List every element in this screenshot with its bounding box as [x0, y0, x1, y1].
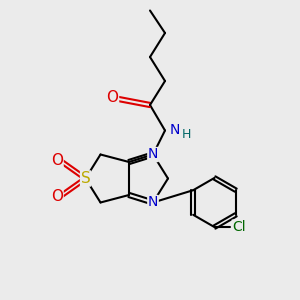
Text: O: O: [51, 189, 63, 204]
Text: Cl: Cl: [232, 220, 246, 234]
Text: O: O: [51, 153, 63, 168]
Text: N: N: [148, 196, 158, 209]
Text: O: O: [106, 90, 119, 105]
Text: H: H: [182, 128, 191, 142]
Text: S: S: [81, 171, 90, 186]
Text: N: N: [169, 123, 180, 137]
Text: N: N: [148, 148, 158, 161]
